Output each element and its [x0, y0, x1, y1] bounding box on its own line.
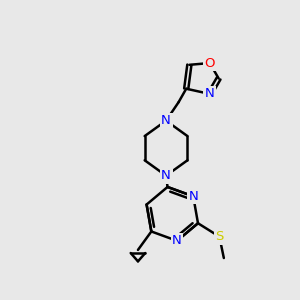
- Text: O: O: [205, 56, 215, 70]
- Text: N: N: [172, 234, 182, 247]
- Text: S: S: [215, 230, 224, 243]
- Text: N: N: [188, 190, 198, 203]
- Text: N: N: [161, 169, 171, 182]
- Text: N: N: [205, 87, 214, 101]
- Text: N: N: [161, 114, 171, 127]
